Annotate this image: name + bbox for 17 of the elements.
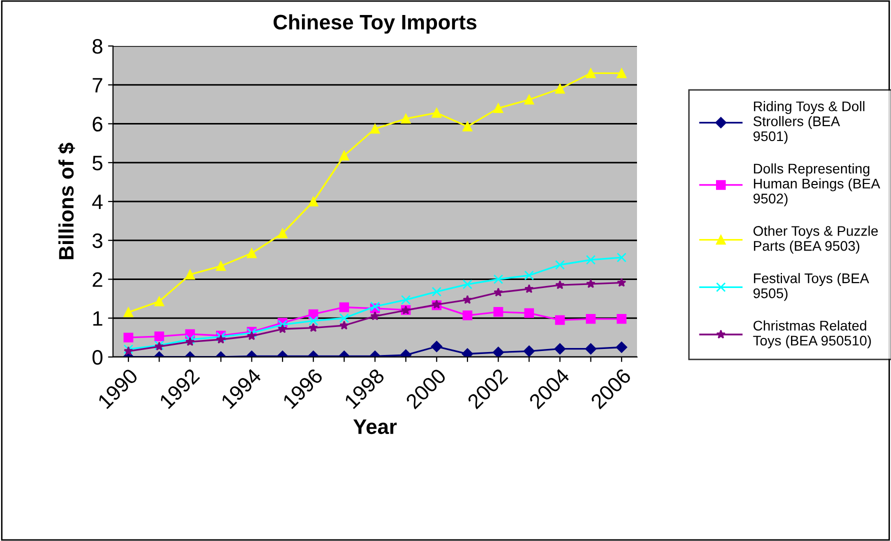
legend-label: Dolls Representing Human Beings (BEA 9502) [753,163,880,206]
y-tick-label: 5 [92,156,102,170]
x-axis-title: Year [353,420,397,434]
chart-title: Chinese Toy Imports [274,14,476,34]
y-tick-label: 8 [92,39,102,54]
y-tick-label: 7 [92,78,102,92]
y-tick-label: 6 [92,116,102,132]
y-tick-label: 0 [92,350,102,365]
y-tick-label: 3 [92,233,102,248]
y-tick-label: 4 [92,194,103,210]
legend-label: Riding Toys & Doll Strollers (BEA 9501) [753,101,864,144]
y-axis-title: Billions of $ [58,142,76,260]
y-tick-label: 1 [93,311,102,326]
legend-label: Other Toys & Puzzle Parts (BEA 9503) [753,226,878,254]
legend-label: Christmas Related Toys (BEA 950510) [753,320,871,348]
legend-label: Festival Toys (BEA 9505) [753,273,870,301]
y-tick-label: 2 [92,272,102,287]
